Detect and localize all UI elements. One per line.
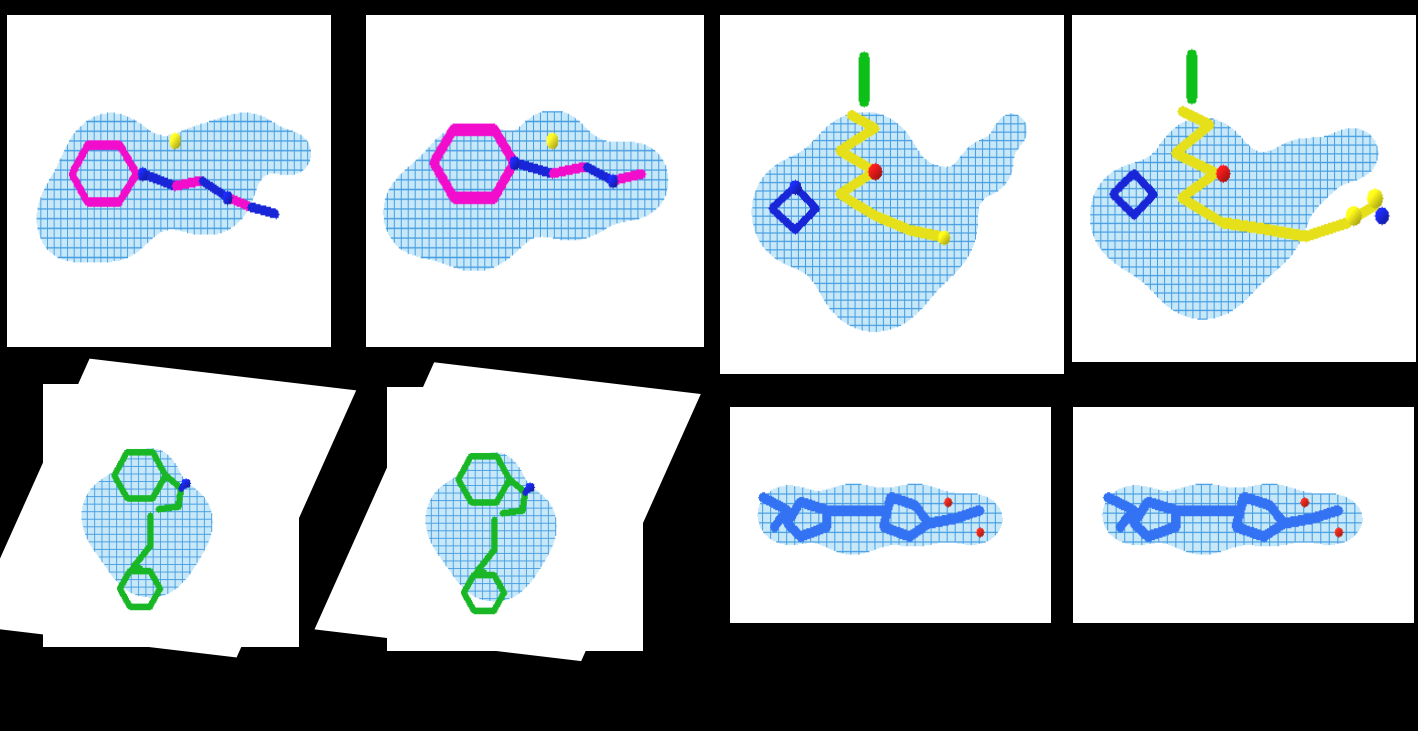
Text: Fragment 1: Fragment 1 <box>423 686 535 705</box>
Polygon shape <box>315 363 700 661</box>
Text: Fragment 12: Fragment 12 <box>85 686 208 705</box>
Text: 1.0: 1.0 <box>160 393 191 412</box>
Text: 1 M: 1 M <box>85 705 121 724</box>
Text: mM at: mM at <box>474 393 535 412</box>
Polygon shape <box>0 359 356 657</box>
